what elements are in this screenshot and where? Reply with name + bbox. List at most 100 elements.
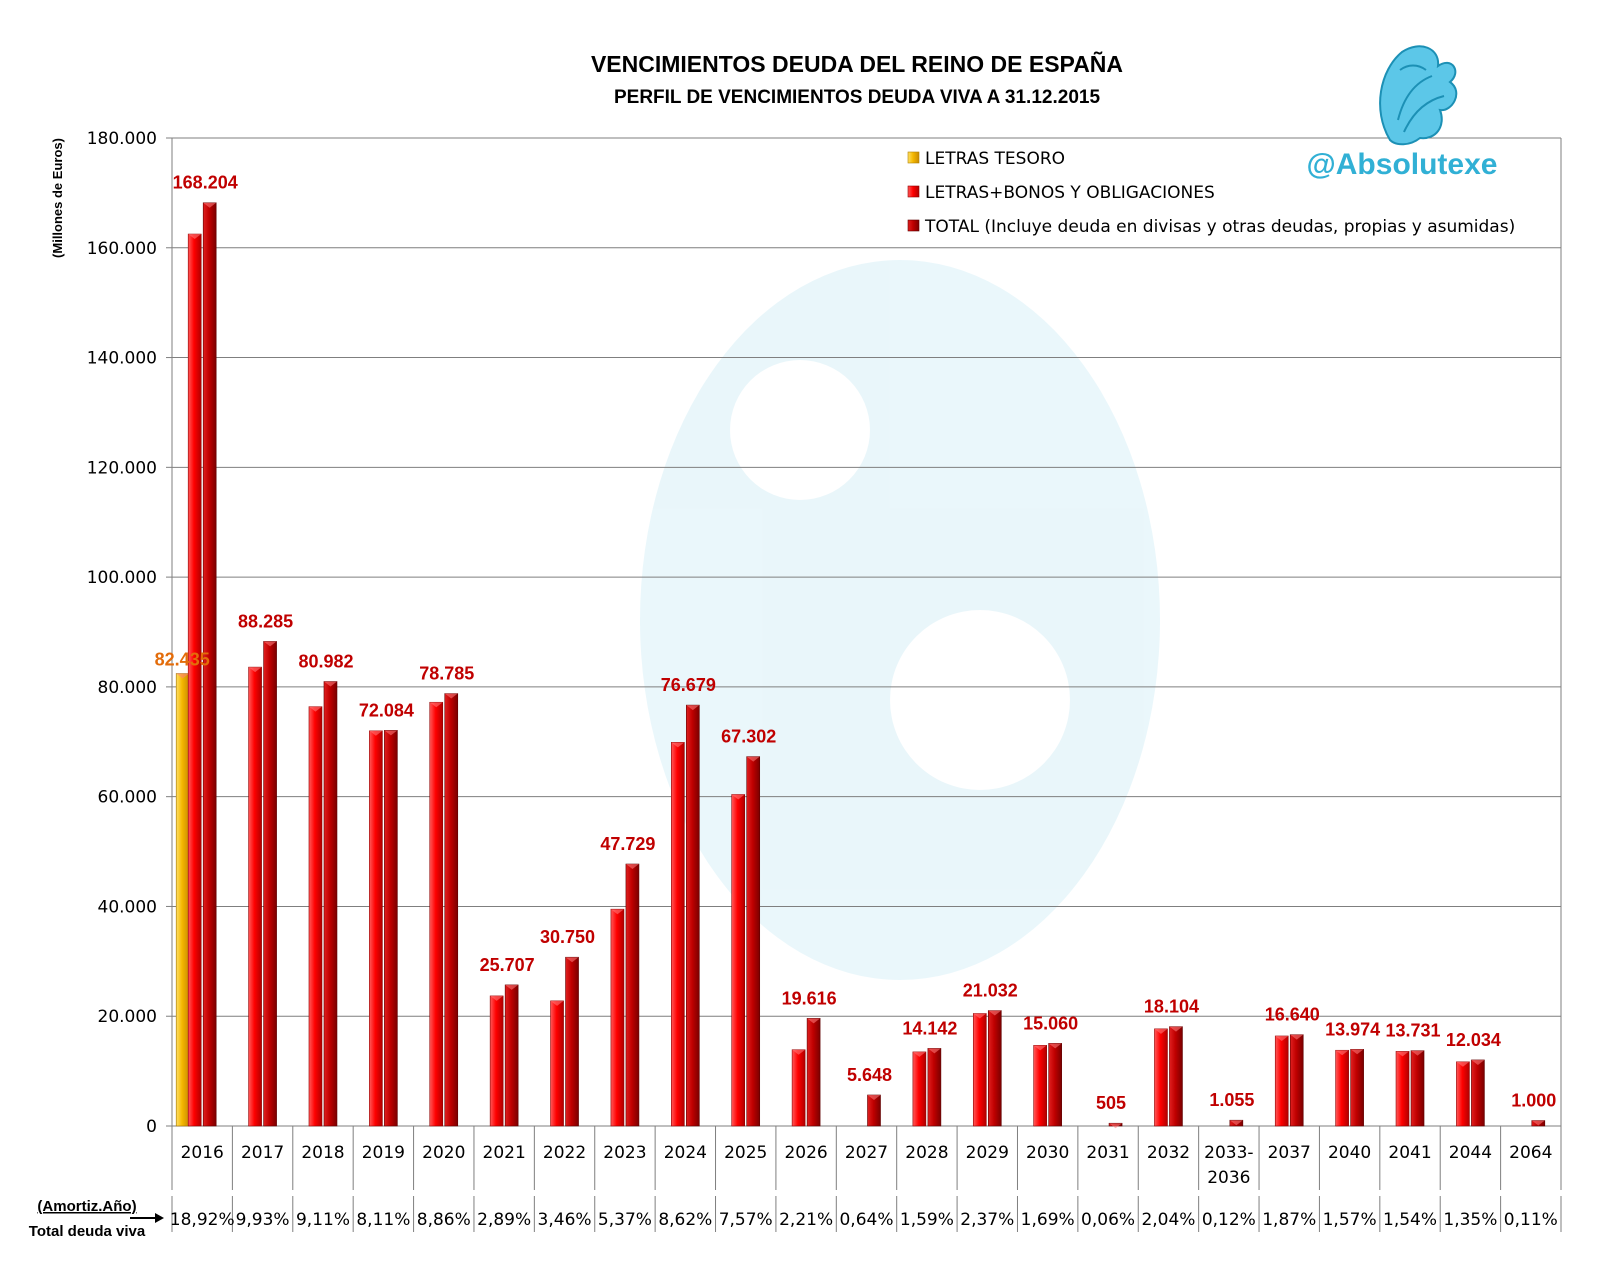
bar-letras-bonos <box>912 1051 927 1127</box>
pct-label: 2,04% <box>1141 1210 1195 1230</box>
bar-total-cap <box>1531 1120 1545 1126</box>
bar-letras-bonos <box>1154 1028 1168 1127</box>
bar-letras-bonos-cap <box>610 909 624 915</box>
bar-total-cap <box>988 1010 1002 1016</box>
bar-total <box>1471 1059 1485 1127</box>
category-label: 2040 <box>1328 1143 1371 1163</box>
pct-label: 0,12% <box>1202 1210 1256 1230</box>
pct-label: 1,35% <box>1443 1210 1497 1230</box>
bar-letras-tesoro-cap <box>176 673 190 679</box>
pct-label: 18,92% <box>170 1210 235 1230</box>
total-value-label: 21.032 <box>963 981 1018 1001</box>
category-label: 2026 <box>784 1143 827 1163</box>
category-label: 2064 <box>1509 1143 1552 1163</box>
bar-total-cap <box>625 864 639 870</box>
bar-total <box>927 1048 942 1127</box>
category-label: 2037 <box>1268 1143 1311 1163</box>
bar-letras-bonos-cap <box>671 742 685 748</box>
y-tick-label: 60.000 <box>98 788 157 808</box>
pct-label: 0,06% <box>1081 1210 1135 1230</box>
bar-total-cap <box>444 693 458 699</box>
total-value-label: 15.060 <box>1023 1013 1078 1033</box>
pct-label: 9,11% <box>296 1210 350 1230</box>
bar-letras-bonos <box>489 995 504 1127</box>
bar-total-cap <box>686 705 700 711</box>
total-value-label: 25.707 <box>480 955 535 975</box>
bar-letras-bonos <box>671 742 685 1127</box>
bar-letras-bonos <box>1335 1049 1349 1127</box>
bar-letras-bonos <box>308 706 323 1127</box>
bar-letras-bonos-cap <box>912 1051 926 1057</box>
y-axis-label: (Millones de Euros) <box>50 138 65 258</box>
legend-label-letras-tesoro: LETRAS TESORO <box>925 149 1065 169</box>
total-value-label: 505 <box>1096 1093 1126 1113</box>
bar-letras-bonos-cap <box>490 995 504 1001</box>
total-value-label: 13.974 <box>1325 1019 1380 1039</box>
total-value-label: 1.055 <box>1209 1090 1254 1110</box>
category-label: 2041 <box>1388 1143 1431 1163</box>
category-label: 2017 <box>241 1143 284 1163</box>
pct-label: 1,69% <box>1021 1210 1075 1230</box>
bars <box>175 202 1546 1129</box>
bar-total-cap <box>927 1048 941 1054</box>
y-tick-label: 80.000 <box>98 678 157 698</box>
category-label: 2025 <box>724 1143 767 1163</box>
y-tick-label: 100.000 <box>87 568 157 588</box>
bar-total <box>746 756 761 1127</box>
pct-label: 2,37% <box>960 1210 1014 1230</box>
bar-total <box>323 681 338 1127</box>
bar-total-cap <box>263 641 277 647</box>
bar-total <box>1289 1034 1304 1127</box>
category-label: 2021 <box>483 1143 526 1163</box>
bar-letras-bonos-cap <box>188 234 202 240</box>
bar-letras-tesoro <box>175 673 190 1127</box>
bar-total-cap <box>565 957 579 963</box>
bar-letras-bonos-cap <box>1456 1061 1470 1067</box>
bar-letras-bonos <box>369 730 383 1127</box>
pct-label: 8,11% <box>356 1210 410 1230</box>
category-label: 2019 <box>362 1143 405 1163</box>
bar-total <box>565 956 579 1127</box>
bar-total-cap <box>867 1094 881 1100</box>
bar-total <box>384 730 398 1127</box>
bar-total-cap <box>505 984 519 990</box>
category-label: 2044 <box>1449 1143 1492 1163</box>
category-label: 2033- <box>1204 1143 1253 1163</box>
bar-letras-bonos <box>248 666 262 1127</box>
pct-label: 5,37% <box>598 1210 652 1230</box>
bar-letras-bonos-cap <box>731 794 745 800</box>
category-label: 2029 <box>966 1143 1009 1163</box>
y-tick-label: 120.000 <box>87 458 157 478</box>
category-label: 2016 <box>181 1143 224 1163</box>
total-value-label: 13.731 <box>1385 1021 1440 1041</box>
total-value-label: 80.982 <box>298 651 353 671</box>
bar-letras-bonos <box>791 1049 806 1127</box>
bar-total <box>1410 1050 1425 1127</box>
pct-label: 2,89% <box>477 1210 531 1230</box>
category-label: 2022 <box>543 1143 586 1163</box>
bar-letras-bonos <box>1274 1035 1289 1127</box>
total-value-label: 18.104 <box>1144 997 1199 1017</box>
bar-letras-bonos <box>1395 1051 1410 1127</box>
bar-total <box>444 693 459 1127</box>
bar-total <box>987 1010 1002 1127</box>
griffin-logo-icon <box>1379 45 1458 146</box>
pct-label: 1,57% <box>1323 1210 1377 1230</box>
bar-total <box>806 1018 821 1127</box>
y-tick-label: 20.000 <box>98 1007 157 1027</box>
amortiz-label: (Amortiz.Año) <box>37 1198 136 1215</box>
bar-total-cap <box>807 1018 821 1024</box>
bar-letras-bonos-cap <box>1335 1050 1349 1056</box>
bar-total <box>504 984 519 1127</box>
total-value-label: 76.679 <box>661 675 716 695</box>
total-value-label: 19.616 <box>782 988 837 1008</box>
legend-swatch-letras-bonos <box>907 185 920 198</box>
category-label: 2028 <box>905 1143 948 1163</box>
y-tick-label: 40.000 <box>98 897 157 917</box>
total-deuda-label: Total deuda viva <box>29 1223 146 1240</box>
y-tick-label: 160.000 <box>87 239 157 259</box>
y-tick-label: 140.000 <box>87 349 157 369</box>
category-label: 2024 <box>664 1143 707 1163</box>
bar-letras-bonos <box>1033 1045 1047 1127</box>
